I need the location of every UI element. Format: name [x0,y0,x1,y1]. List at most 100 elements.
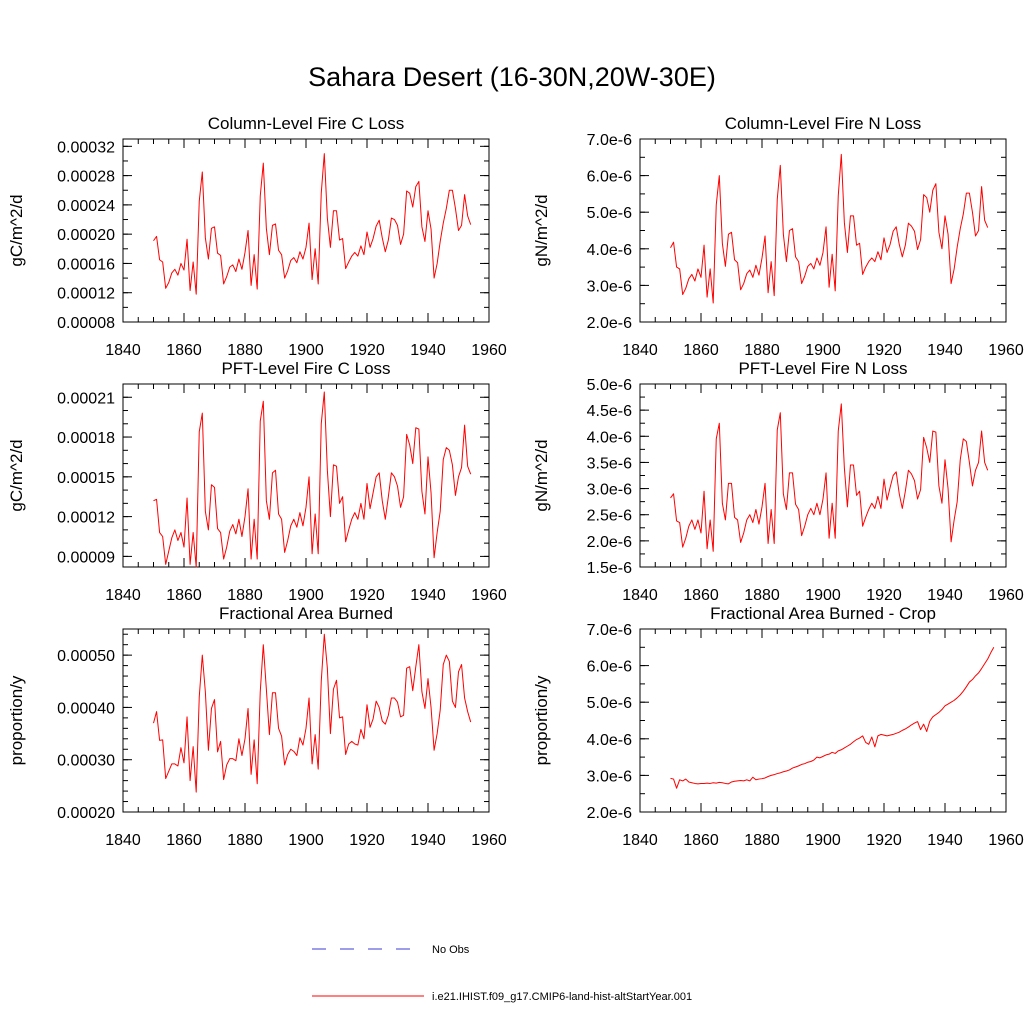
y-tick-label: 3.0e-6 [587,482,632,499]
x-tick-label: 1920 [349,832,385,849]
series-line [153,153,472,295]
x-tick-label: 1960 [471,832,507,849]
x-tick-label: 1940 [927,342,963,359]
plot-frame [639,138,1007,323]
legend-label-simulation: i.e21.IHIST.f09_g17.CMIP6-land-hist-altS… [432,991,692,1003]
x-tick-label: 1940 [410,587,446,604]
y-tick-label: 3.0e-6 [587,768,632,785]
panel-5: 1840 1860 1880 1900 1920 1940 1960 0.00020 0.000… [7,604,507,849]
plot-frame [122,138,490,323]
x-tick-label: 1900 [288,832,324,849]
y-tick-label: 0.00009 [57,549,115,566]
x-tick-label: 1960 [471,587,507,604]
figure-title: Sahara Desert (16-30N,20W-30E) [308,62,716,92]
y-tick-label: 0.00030 [57,753,115,770]
x-tick-label: 1860 [683,832,719,849]
x-tick-label: 1920 [349,342,385,359]
y-tick-label: 2.0e-6 [587,534,632,551]
y-tick-label: 7.0e-6 [587,132,632,149]
x-tick-label: 1920 [866,342,902,359]
x-tick-label: 1960 [471,342,507,359]
x-tick-label: 1940 [410,832,446,849]
panel-title: Column-Level Fire N Loss [725,114,922,133]
x-tick-label: 1880 [227,342,263,359]
y-tick-label: 0.00020 [57,227,115,244]
y-tick-label: 0.00018 [57,430,115,447]
y-tick-label: 2.0e-6 [587,805,632,822]
x-tick-label: 1900 [805,832,841,849]
x-tick-label: 1960 [988,587,1024,604]
x-tick-label: 1940 [410,342,446,359]
x-tick-label: 1920 [866,832,902,849]
x-tick-label: 1920 [349,587,385,604]
x-tick-label: 1880 [744,832,780,849]
y-tick-label: 0.00028 [57,169,115,186]
y-tick-label: 0.00024 [57,198,115,215]
y-tick-label: 6.0e-6 [587,169,632,186]
series-line [670,403,989,552]
x-tick-label: 1840 [105,587,141,604]
x-tick-label: 1860 [683,342,719,359]
y-axis-label: gN/m^2/d [532,439,551,511]
y-axis-label: proportion/y [532,675,551,765]
x-tick-label: 1900 [288,342,324,359]
x-tick-label: 1880 [744,342,780,359]
panel-1: 1840 1860 1880 1900 1920 1940 1960 0.00008 0.000… [7,114,507,359]
panel-title: PFT-Level Fire C Loss [221,359,390,378]
x-tick-label: 1840 [105,342,141,359]
x-tick-label: 1880 [744,587,780,604]
panel-title: Fractional Area Burned [219,604,393,623]
series-line [670,647,995,789]
legend-label-no-obs: No Obs [432,944,470,956]
y-tick-label: 5.0e-6 [587,695,632,712]
y-tick-label: 1.5e-6 [587,560,632,577]
y-axis-label: gN/m^2/d [532,194,551,266]
panel-6: 1840 1860 1880 1900 1920 1940 1960 2.0e-6 3.0e-6… [532,604,1024,849]
x-tick-label: 1840 [622,832,658,849]
y-tick-label: 0.00012 [57,286,115,303]
x-tick-label: 1860 [166,587,202,604]
y-tick-label: 0.00020 [57,805,115,822]
y-tick-label: 7.0e-6 [587,622,632,639]
panel-title: Fractional Area Burned - Crop [710,604,936,623]
plot-frame [122,628,490,813]
y-tick-label: 4.0e-6 [587,429,632,446]
x-tick-label: 1840 [622,342,658,359]
y-tick-label: 5.0e-6 [587,377,632,394]
y-axis-label: proportion/y [7,675,26,765]
y-tick-label: 0.00050 [57,648,115,665]
y-tick-label: 3.0e-6 [587,278,632,295]
y-tick-label: 4.5e-6 [587,403,632,420]
x-tick-label: 1840 [105,832,141,849]
x-tick-label: 1840 [622,587,658,604]
x-tick-label: 1900 [805,587,841,604]
y-tick-label: 0.00032 [57,139,115,156]
y-tick-label: 2.0e-6 [587,315,632,332]
series-line [153,633,472,793]
panel-title: PFT-Level Fire N Loss [738,359,907,378]
plot-frame [639,628,1007,813]
panel-2: 1840 1860 1880 1900 1920 1940 1960 2.0e-6 3.0e-6… [532,114,1024,359]
y-tick-label: 3.5e-6 [587,455,632,472]
x-tick-label: 1860 [683,587,719,604]
y-tick-label: 0.00016 [57,256,115,273]
series-line [670,153,989,304]
y-tick-label: 0.00008 [57,315,115,332]
y-tick-label: 0.00021 [57,390,115,407]
series-line [153,391,472,568]
y-tick-label: 0.00040 [57,700,115,717]
x-tick-label: 1920 [866,587,902,604]
x-tick-label: 1960 [988,832,1024,849]
x-tick-label: 1940 [927,587,963,604]
y-tick-label: 4.0e-6 [587,732,632,749]
x-tick-label: 1880 [227,587,263,604]
y-tick-label: 0.00015 [57,470,115,487]
y-tick-label: 4.0e-6 [587,242,632,259]
x-tick-label: 1960 [988,342,1024,359]
x-tick-label: 1900 [805,342,841,359]
y-tick-label: 5.0e-6 [587,205,632,222]
x-tick-label: 1900 [288,587,324,604]
x-tick-label: 1880 [227,832,263,849]
panel-3: 1840 1860 1880 1900 1920 1940 1960 0.00009 0.000… [7,359,507,604]
